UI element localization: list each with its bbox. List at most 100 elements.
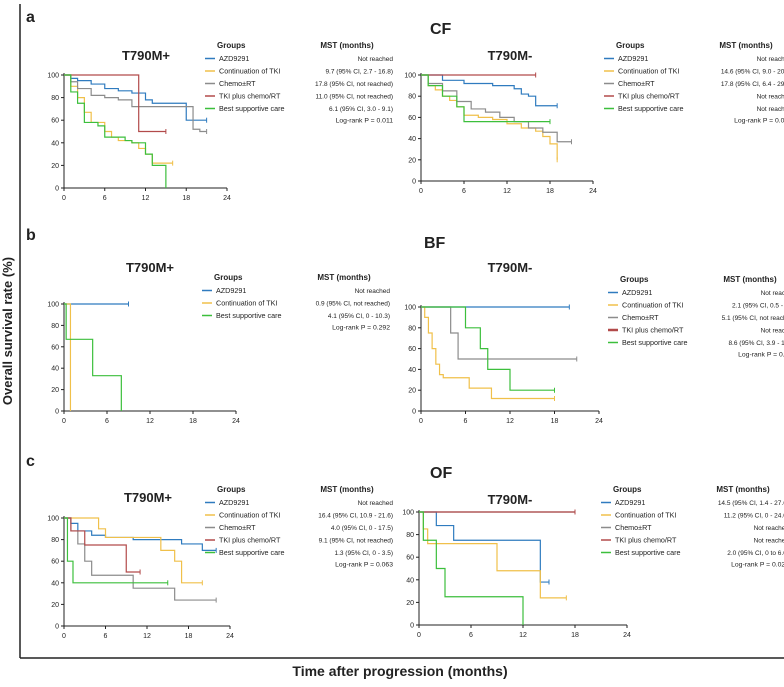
mst-header: MST (months) xyxy=(320,485,374,494)
legend-label: Chemo±RT xyxy=(622,313,659,322)
legend-header: Groups xyxy=(217,485,246,494)
x-tick-label: 24 xyxy=(595,418,603,425)
legend-header: Groups xyxy=(613,485,642,494)
panel-subtype: OF xyxy=(430,465,452,482)
mst-value: 9.7 (95% CI, 2.7 - 16.8) xyxy=(325,69,393,76)
y-tick-label: 80 xyxy=(51,537,59,544)
x-tick-label: 12 xyxy=(146,418,154,425)
logrank-p: Log-rank P = 0.025 xyxy=(731,562,784,569)
curve-tki xyxy=(421,306,555,400)
legend-label: Chemo±RT xyxy=(618,79,655,88)
y-tick-label: 80 xyxy=(51,323,59,330)
mst-value: 9.1 (95% CI, not reached) xyxy=(319,538,393,545)
mst-value: 4.0 (95% CI, 0 - 17.5) xyxy=(331,525,393,532)
y-tick-label: 40 xyxy=(408,367,416,374)
y-tick-label: 40 xyxy=(51,366,59,373)
y-tick-label: 40 xyxy=(51,580,59,587)
panel-title: T790M- xyxy=(488,492,533,507)
legend-label: TKI plus chemo/RT xyxy=(615,536,677,545)
y-tick-label: 0 xyxy=(55,624,59,631)
x-tick-label: 24 xyxy=(232,418,240,425)
legend-label: Best supportive care xyxy=(618,104,684,113)
legend-label: Best supportive care xyxy=(622,338,688,347)
mst-value: Not reached xyxy=(754,538,784,545)
legend-label: AZD9291 xyxy=(219,54,249,63)
mst-value: 2.0 (95% CI, 0 to 6.0) xyxy=(727,550,784,557)
panel-4: BF T790M- 0 6 12 18 24 0 20 40 60 80 100 Groups MST (m… xyxy=(404,235,784,425)
legend-label: Best supportive care xyxy=(219,104,285,113)
x-tick-label: 0 xyxy=(419,418,423,425)
y-tick-label: 60 xyxy=(408,346,416,353)
x-tick-label: 6 xyxy=(469,632,473,639)
mst-value: Not reached xyxy=(761,290,784,297)
y-tick-label: 0 xyxy=(55,409,59,416)
x-tick-label: 6 xyxy=(462,188,466,195)
y-tick-label: 100 xyxy=(47,73,59,80)
legend-label: Continuation of TKI xyxy=(219,67,280,76)
panel-2: CF T790M- 0 6 12 18 24 0 20 40 60 80 100 Groups MST (m… xyxy=(404,21,784,195)
legend-label: Continuation of TKI xyxy=(216,299,277,308)
legend-label: TKI plus chemo/RT xyxy=(618,92,680,101)
x-tick-label: 6 xyxy=(103,195,107,202)
curve-tki xyxy=(64,303,72,411)
x-tick-label: 24 xyxy=(226,633,234,640)
legend-label: TKI plus chemo/RT xyxy=(219,92,281,101)
curve-bsc xyxy=(64,74,167,188)
panel-5: c T790M+ 0 6 12 18 24 0 20 40 60 80 100 Groups MST (mo… xyxy=(26,453,393,640)
logrank-p: Log-rank P = 0.011 xyxy=(336,118,394,125)
legend-label: Continuation of TKI xyxy=(615,511,676,520)
curve-azd9291 xyxy=(421,74,558,107)
x-tick-label: 6 xyxy=(105,418,109,425)
y-tick-label: 40 xyxy=(51,140,59,147)
x-tick-label: 0 xyxy=(62,418,66,425)
curve-tki_plus xyxy=(64,74,166,133)
curve-tki xyxy=(421,74,558,160)
x-tick-label: 0 xyxy=(62,195,66,202)
x-tick-label: 24 xyxy=(223,195,231,202)
legend: Groups MST (months) AZD9291 Not reached Cont… xyxy=(202,273,390,332)
y-tick-label: 20 xyxy=(408,157,416,164)
logrank-p: Log-rank P = 0.025 xyxy=(734,118,784,125)
y-tick-label: 0 xyxy=(412,409,416,416)
panel-title: T790M- xyxy=(488,260,533,275)
x-tick-label: 18 xyxy=(185,633,193,640)
x-axis-label: Time after progression (months) xyxy=(292,663,507,679)
legend-label: AZD9291 xyxy=(216,286,246,295)
mst-header: MST (months) xyxy=(317,273,371,282)
mst-value: Not reached xyxy=(355,288,391,295)
y-tick-label: 20 xyxy=(51,163,59,170)
mst-value: Not reached xyxy=(754,525,784,532)
mst-value: 14.6 (95% CI, 9.0 - 20.2) xyxy=(721,69,784,76)
mst-value: 14.5 (95% CI, 1.4 - 27.6) xyxy=(718,500,784,507)
y-tick-label: 40 xyxy=(408,136,416,143)
mst-value: 11.0 (95% CI, not reached) xyxy=(315,94,393,101)
legend-label: TKI plus chemo/RT xyxy=(622,326,684,335)
legend: Groups MST (months) AZD9291 Not reached Cont… xyxy=(608,275,784,359)
x-tick-label: 12 xyxy=(503,188,511,195)
y-tick-label: 60 xyxy=(406,555,414,562)
panel-title: T790M+ xyxy=(122,48,170,63)
legend-label: Chemo±RT xyxy=(615,523,652,532)
mst-value: Not reached xyxy=(358,56,394,63)
curve-azd9291 xyxy=(419,511,549,583)
x-tick-label: 24 xyxy=(623,632,631,639)
y-tick-label: 80 xyxy=(51,95,59,102)
mst-value: 11.2 (95% CI, 0 - 24.0) xyxy=(724,513,784,520)
logrank-p: Log-rank P = 0.036 xyxy=(738,352,784,359)
legend-label: AZD9291 xyxy=(219,498,249,507)
curve-chemo xyxy=(64,74,207,133)
curve-bsc xyxy=(64,517,168,584)
panel-1: a T790M+ 0 6 12 18 24 0 20 40 60 80 100 Groups MST (mo… xyxy=(26,9,393,202)
mst-value: 17.8 (95% CI, not reached) xyxy=(315,81,393,88)
curve-bsc xyxy=(419,511,524,625)
curve-bsc xyxy=(421,306,555,391)
mst-value: Not reached xyxy=(358,500,394,507)
y-tick-label: 40 xyxy=(406,577,414,584)
curve-tki xyxy=(419,511,567,599)
y-tick-label: 60 xyxy=(51,344,59,351)
curve-tki xyxy=(64,517,203,584)
legend: Groups MST (months) AZD9291 Not reached Cont… xyxy=(205,41,393,125)
mst-header: MST (months) xyxy=(716,485,770,494)
y-tick-label: 0 xyxy=(412,179,416,186)
panel-6: OF T790M- 0 6 12 18 24 0 20 40 60 80 100 Groups MST (m… xyxy=(402,465,784,639)
